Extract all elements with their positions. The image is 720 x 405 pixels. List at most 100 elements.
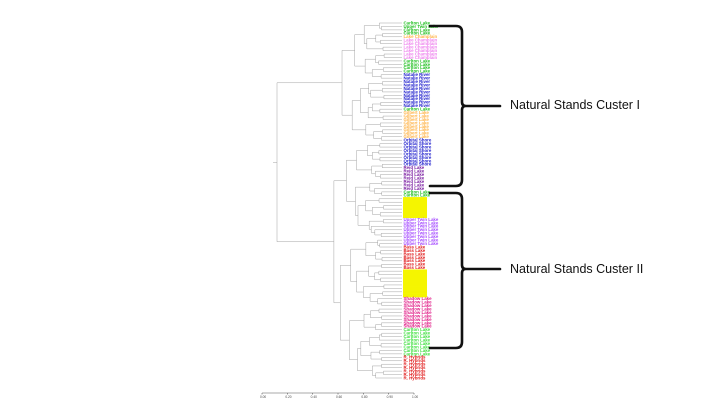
leaf-highlight [403, 290, 427, 294]
leaf-label: Bass Lake [404, 255, 426, 260]
leaf-label: Bass Lake [404, 258, 426, 263]
leaf-label: Orbital Shore [404, 148, 432, 153]
leaf-label: Gilbert Lake [404, 110, 430, 115]
leaf-highlight [403, 203, 427, 208]
leaf-label: Natalie River [404, 79, 431, 84]
leaf-label: Carlton Lake [404, 31, 431, 36]
leaf-label: Lake Champlain [404, 41, 438, 46]
leaf-label: Orbital Shore [404, 144, 432, 149]
leaf-label: Orbital Shore [404, 141, 432, 146]
leaf-label: Gilbert Lake [404, 134, 430, 139]
leaf-label: Shadow Lake [404, 313, 433, 318]
leaf-label: Shadow Lake [404, 317, 433, 322]
leaf-label: R. Hybrids [404, 362, 427, 367]
leaf-label: Carlton Lake [404, 107, 431, 112]
leaf-label: Upper Twin Lake [404, 238, 439, 243]
leaf-label: Reid Lake [404, 186, 425, 191]
leaf-label: Carlton Lake [404, 189, 431, 194]
leaf-label: Carlton Lake [404, 348, 431, 353]
leaf-label: Natalie River [404, 76, 431, 81]
leaf-label: Upper Twin Lake [404, 224, 439, 229]
leaf-label: Upper Twin Lake [404, 231, 439, 236]
x-tick-label: 0.80 [361, 395, 367, 399]
leaf-label: Carlton Lake [404, 69, 431, 74]
leaf-label: Shadow Lake [404, 324, 433, 329]
leaf-label: Orbital Shore [404, 155, 432, 160]
leaf-label: Upper Twin Lake [404, 220, 439, 225]
leaf-label: Carlton Lake [404, 62, 431, 67]
leaf-label: Carlton Lake [404, 20, 431, 25]
leaf-label: Carlton Lake [404, 58, 431, 63]
leaf-label: Lake Champlain [404, 45, 438, 50]
leaf-label: Natalie River [404, 89, 431, 94]
leaf-label: Lake Champlain [404, 55, 438, 60]
leaf-label: Reid Lake [404, 169, 425, 174]
leaf-label: Reid Lake [404, 165, 425, 170]
x-tick-label: 0.40 [311, 395, 317, 399]
leaf-label: R. Hybrids [404, 358, 427, 363]
leaf-label: Natalie River [404, 93, 431, 98]
leaf-label: Natalie River [404, 100, 431, 105]
leaf-highlight [403, 269, 427, 274]
leaf-label: Reid Lake [404, 175, 425, 180]
leaf-highlight [403, 207, 427, 212]
leaf-label: Bass Lake [404, 248, 426, 253]
leaf-label: Carlton Lake [404, 327, 431, 332]
leaf-label: Carlton Lake [404, 341, 431, 346]
leaf-label: Shadow Lake [404, 320, 433, 325]
leaf-label: Natalie River [404, 103, 431, 108]
leaf-label: Orbital Shore [404, 138, 432, 143]
leaf-label: Orbital Shore [404, 151, 432, 156]
leaf-label: Orbital Shore [404, 158, 432, 163]
leaf-label: Lake Champlain [404, 48, 438, 53]
cluster-2-label: Natural Stands Custer II [510, 262, 644, 276]
leaf-label: Carlton Lake [404, 27, 431, 32]
leaf-highlight [403, 214, 427, 219]
leaf-label: Natalie River [404, 82, 431, 87]
leaf-label: Natalie River [404, 86, 431, 91]
leaf-highlight [403, 283, 427, 287]
leaf-label: Orbital Shore [404, 162, 432, 167]
x-tick-label: 0.00 [260, 395, 266, 399]
leaf-label: Reid Lake [404, 179, 425, 184]
leaf-label: Lake Champlain [404, 34, 438, 39]
leaf-label: Lake Champlain [404, 38, 438, 43]
leaf-highlight [403, 276, 427, 281]
leaf-label: Carlton Lake [404, 337, 431, 342]
x-tick-label: 0.20 [285, 395, 291, 399]
leaf-label: Bass Lake [404, 244, 426, 249]
x-tick-label: 0.60 [336, 395, 342, 399]
leaf-label: Natalie River [404, 72, 431, 77]
leaf-label: Upper Twin Lake [404, 234, 439, 239]
x-tick-label: 0.90 [387, 395, 393, 399]
leaf-label: Natalie River [404, 96, 431, 101]
leaf-label: Gilbert Lake [404, 113, 430, 118]
leaf-label: Reid Lake [404, 182, 425, 187]
leaf-label: Carlton Lake [404, 334, 431, 339]
cluster-1-bracket [428, 24, 502, 188]
cluster-1-label: Natural Stands Custer I [510, 98, 640, 112]
leaf-label: Lake Champlain [404, 51, 438, 56]
leaf-label: Bass Lake [404, 251, 426, 256]
leaf-highlight [403, 272, 427, 277]
leaf-label: Carlton Lake [404, 344, 431, 349]
leaf-label: R. Hybrids [404, 372, 427, 377]
leaf-label: Shadow Lake [404, 303, 433, 308]
leaf-label: Carlton Lake [404, 193, 431, 198]
leaf-label: R. Hybrids [404, 355, 427, 360]
leaf-label: Gilbert Lake [404, 124, 430, 129]
leaf-label: Carlton Lake [404, 65, 431, 70]
x-tick-label: 1.00 [412, 395, 418, 399]
leaf-highlight [403, 210, 427, 215]
leaf-label: Upper Twin Lake [404, 24, 439, 29]
leaf-label: Upper Twin Lake [404, 241, 439, 246]
leaf-highlight [403, 279, 427, 284]
leaf-highlight [403, 293, 427, 298]
leaf-highlight [403, 197, 427, 201]
leaf-label: R. Hybrids [404, 369, 427, 374]
leaf-label: Shadow Lake [404, 300, 433, 305]
leaf-highlight [403, 286, 427, 291]
leaf-label: Shadow Lake [404, 296, 433, 301]
